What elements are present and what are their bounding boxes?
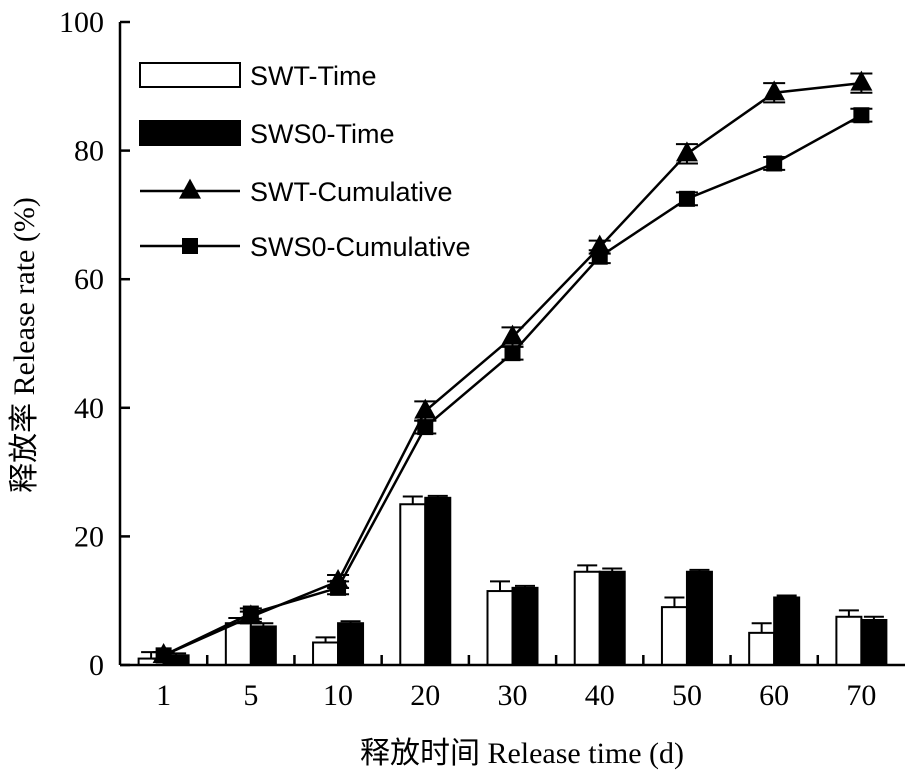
x-tick-label: 70: [846, 679, 876, 712]
legend-swatch-sws0-time: [139, 120, 241, 146]
x-tick-label: 30: [498, 679, 528, 712]
y-tick-label: 20: [74, 520, 104, 553]
axes-layer: [118, 22, 905, 667]
y-tick-label: 0: [89, 649, 104, 682]
x-tick-label: 10: [323, 679, 353, 712]
marker-sws0-cumulative: [155, 647, 172, 664]
bar-swt-time: [748, 631, 776, 666]
legend-label: SWT-Cumulative: [250, 177, 453, 207]
marker-sws0-cumulative: [417, 419, 434, 436]
x-tick-label: 5: [243, 679, 258, 712]
x-tick-label: 20: [410, 679, 440, 712]
x-axis-title: 释放时间 Release time (d): [360, 737, 684, 770]
legend-marker-sws0-cumulative: [182, 238, 198, 254]
lines-layer: [152, 70, 873, 664]
y-tick-label: 100: [59, 6, 104, 39]
x-tick-label: 40: [585, 679, 615, 712]
marker-swt-cumulative: [414, 398, 437, 419]
marker-sws0-cumulative: [766, 155, 783, 172]
x-tick-label: 60: [759, 679, 789, 712]
x-tick-label: 50: [672, 679, 702, 712]
marker-sws0-cumulative: [853, 107, 870, 124]
bar-sws0-time: [249, 625, 277, 666]
marker-sws0-cumulative: [591, 248, 608, 265]
legend: SWT-Time SWS0-Time SWT-Cumulative SWS0-Cumu…: [139, 61, 471, 262]
legend-label: SWS0-Time: [250, 119, 395, 149]
marker-sws0-cumulative: [242, 605, 259, 622]
legend-label: SWT-Time: [250, 61, 376, 91]
y-axis-title: 释放率 Release rate (%): [8, 197, 41, 493]
x-tick-label: 1: [156, 679, 171, 712]
bars-layer: [137, 494, 888, 667]
line-swt-cumulative: [163, 81, 862, 657]
marker-sws0-cumulative: [504, 345, 521, 362]
legend-swatch-swt-time: [139, 62, 241, 88]
bar-swt-time: [312, 641, 340, 666]
legend-label: SWS0-Cumulative: [250, 232, 471, 262]
bar-sws0-time: [773, 596, 801, 666]
y-tick-label: 40: [74, 392, 104, 425]
y-tick-label: 80: [74, 135, 104, 168]
bar-sws0-time: [598, 570, 626, 667]
y-tick-label: 60: [74, 263, 104, 296]
bar-swt-time: [486, 590, 514, 666]
bar-sws0-time: [860, 618, 888, 666]
bar-sws0-time: [685, 570, 713, 667]
marker-swt-cumulative: [675, 141, 698, 162]
marker-sws0-cumulative: [678, 190, 695, 207]
marker-swt-cumulative: [763, 80, 786, 101]
marker-sws0-cumulative: [330, 579, 347, 596]
bar-swt-time: [399, 503, 427, 666]
bar-swt-time: [660, 606, 688, 667]
bar-swt-time: [224, 622, 252, 667]
ticks-layer: 0 20 40 60 80 100 1 5 10 20 30 40 50 60 70: [59, 6, 876, 712]
bar-sws0-time: [337, 622, 365, 667]
marker-swt-cumulative: [850, 70, 873, 91]
marker-swt-cumulative: [501, 324, 524, 345]
bar-sws0-time: [511, 586, 539, 667]
bar-swt-time: [835, 615, 863, 667]
bar-swt-time: [573, 570, 601, 667]
bar-sws0-time: [424, 496, 452, 666]
legend-marker-swt-cumulative: [179, 178, 201, 199]
